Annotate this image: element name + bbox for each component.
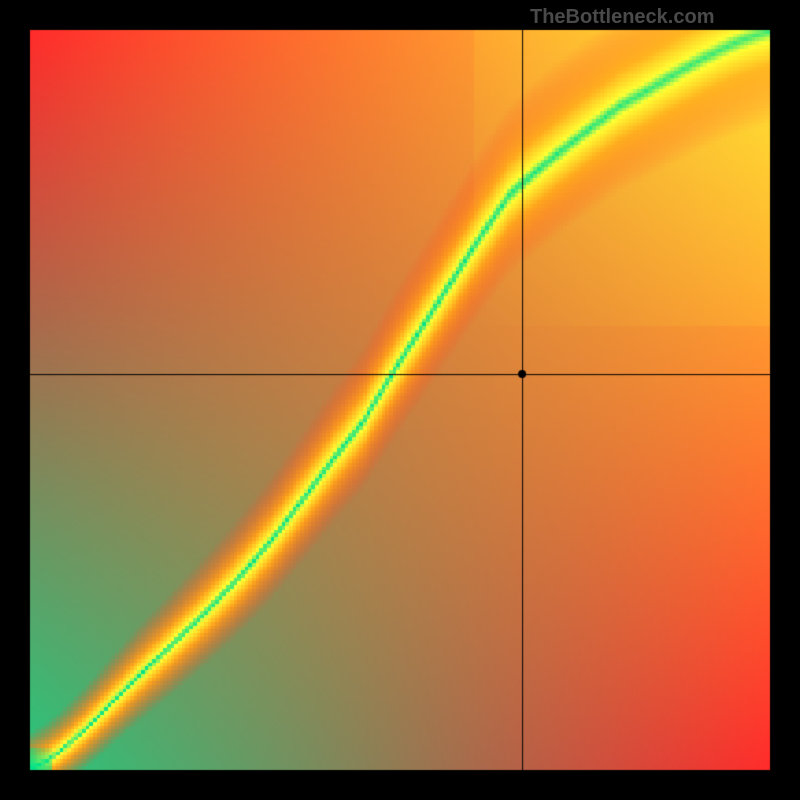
bottleneck-heatmap	[0, 0, 800, 800]
watermark-text: TheBottleneck.com	[530, 6, 714, 29]
chart-container: TheBottleneck.com	[0, 0, 800, 800]
